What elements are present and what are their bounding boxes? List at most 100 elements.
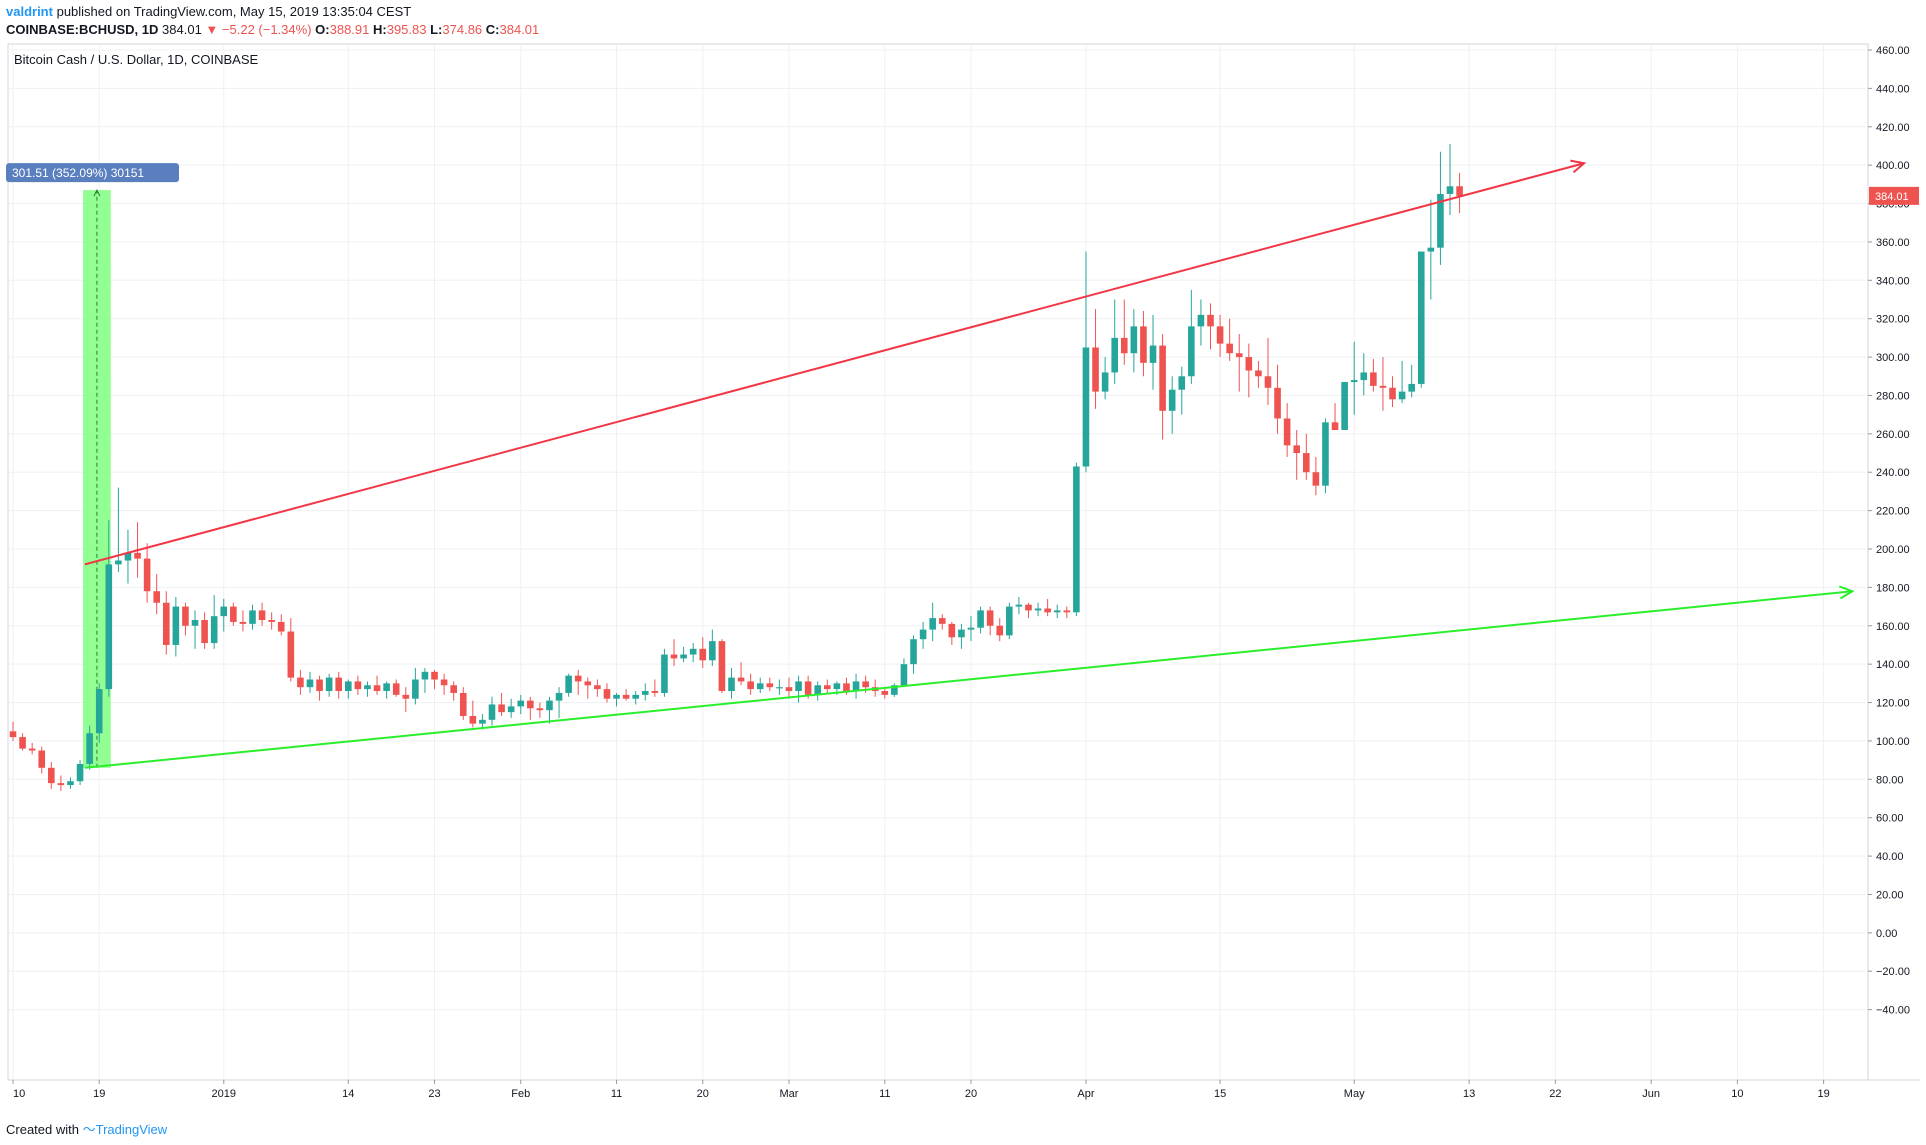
candle-body	[680, 654, 687, 659]
candle	[1015, 596, 1023, 615]
candle	[95, 683, 103, 743]
candle	[881, 687, 889, 699]
candle-body	[134, 552, 141, 559]
candle-body	[1283, 418, 1291, 446]
trendlines[interactable]	[84, 159, 1855, 769]
candle-body	[316, 679, 323, 692]
candle-body	[1235, 353, 1243, 358]
candle-body	[268, 620, 275, 622]
candle-body	[776, 687, 783, 689]
candle	[651, 679, 659, 697]
candle-body	[28, 748, 36, 751]
candle-body	[900, 664, 908, 686]
time-axis[interactable]: 10 19 2019 14 23 Feb 11 20 Mar 11 20 Apr 15 May 13 22 Ju…	[8, 1079, 1926, 1100]
candle	[1312, 456, 1320, 496]
candle-body	[1207, 314, 1214, 327]
candle-body	[661, 654, 668, 693]
candle	[1130, 309, 1138, 373]
candle-body	[153, 591, 160, 603]
candle-body	[594, 685, 601, 690]
candle-body	[1111, 337, 1118, 373]
candle-body	[38, 750, 46, 768]
candle	[297, 669, 304, 695]
candle-body	[555, 692, 563, 701]
candle	[402, 687, 410, 713]
candle	[431, 669, 438, 690]
candle-body	[459, 692, 467, 716]
candle-body	[919, 629, 927, 640]
candle	[354, 675, 362, 695]
publish-header: valdrint published on TradingView.com, M…	[6, 3, 411, 21]
candle-body	[345, 681, 352, 692]
candle	[996, 618, 1004, 642]
candle-body	[1178, 376, 1186, 390]
candle	[747, 673, 754, 695]
candle	[1350, 341, 1358, 415]
candle	[1408, 364, 1415, 398]
candle	[1092, 309, 1099, 409]
candle-body	[297, 677, 304, 688]
tradingview-logo-icon: 〜	[82, 1122, 96, 1137]
price-tick-label: 100.00	[1876, 736, 1910, 748]
candle	[929, 602, 936, 642]
high-value: 395.83	[386, 22, 427, 37]
footer-brand[interactable]: TradingView	[95, 1122, 168, 1137]
candle-body	[392, 683, 400, 695]
price-tick-label: 140.00	[1876, 659, 1910, 671]
candle	[201, 612, 208, 649]
price-tick-label: 40.00	[1876, 851, 1904, 863]
time-tick-label: 14	[342, 1088, 354, 1100]
candle-body	[67, 781, 74, 786]
time-tick-label: 15	[1214, 1088, 1226, 1100]
candle	[1101, 357, 1109, 400]
candle-body	[1188, 326, 1195, 377]
candle-body	[785, 687, 793, 692]
open-label: O:	[315, 22, 330, 37]
candle-body	[527, 700, 534, 709]
candle-body	[1303, 453, 1310, 473]
candle-body	[1216, 326, 1224, 344]
candle-body	[1063, 610, 1071, 613]
candle-body	[335, 677, 343, 692]
price-tick-label: 360.00	[1876, 237, 1910, 249]
footer-created: Created with	[6, 1122, 79, 1137]
author-link[interactable]: valdrint	[6, 4, 53, 19]
candle	[852, 673, 860, 699]
candle	[488, 696, 496, 726]
candle-body	[891, 685, 898, 695]
price-tick-label: 180.00	[1876, 582, 1910, 594]
candle	[622, 689, 630, 701]
time-tick-label: 11	[611, 1088, 622, 1100]
price-tick-label: 60.00	[1876, 813, 1904, 825]
candle	[594, 679, 601, 697]
price-tick-label: 400.00	[1876, 160, 1910, 172]
candle-body	[76, 763, 84, 782]
candle-body	[1168, 389, 1176, 411]
resistance-trendline[interactable]	[84, 162, 1585, 566]
candle	[641, 683, 649, 701]
candle-body	[249, 610, 256, 624]
price-axis[interactable]: −40.00 −20.00 0.00 20.00 40.00 60.00 80.00 100.…	[1867, 44, 1919, 1080]
support-trendline[interactable]	[84, 590, 1853, 769]
candle-body	[1092, 347, 1099, 392]
candle-body	[574, 675, 582, 682]
high-label: H:	[373, 22, 387, 37]
time-tick-label: 10	[13, 1088, 25, 1100]
time-tick-label: 20	[697, 1088, 709, 1100]
time-tick-label: 20	[965, 1088, 977, 1100]
candle-body	[57, 783, 65, 786]
candle	[709, 629, 716, 667]
candle	[891, 683, 898, 697]
candle	[1437, 151, 1444, 265]
candle-body	[191, 620, 199, 626]
candle-body	[881, 691, 889, 695]
candle-body	[1331, 422, 1339, 431]
candle-body	[1274, 387, 1281, 419]
candle	[1140, 311, 1147, 377]
candle	[661, 648, 668, 697]
candle	[373, 675, 381, 695]
grid	[8, 44, 1866, 1080]
candle	[316, 675, 323, 701]
candle	[479, 714, 486, 730]
